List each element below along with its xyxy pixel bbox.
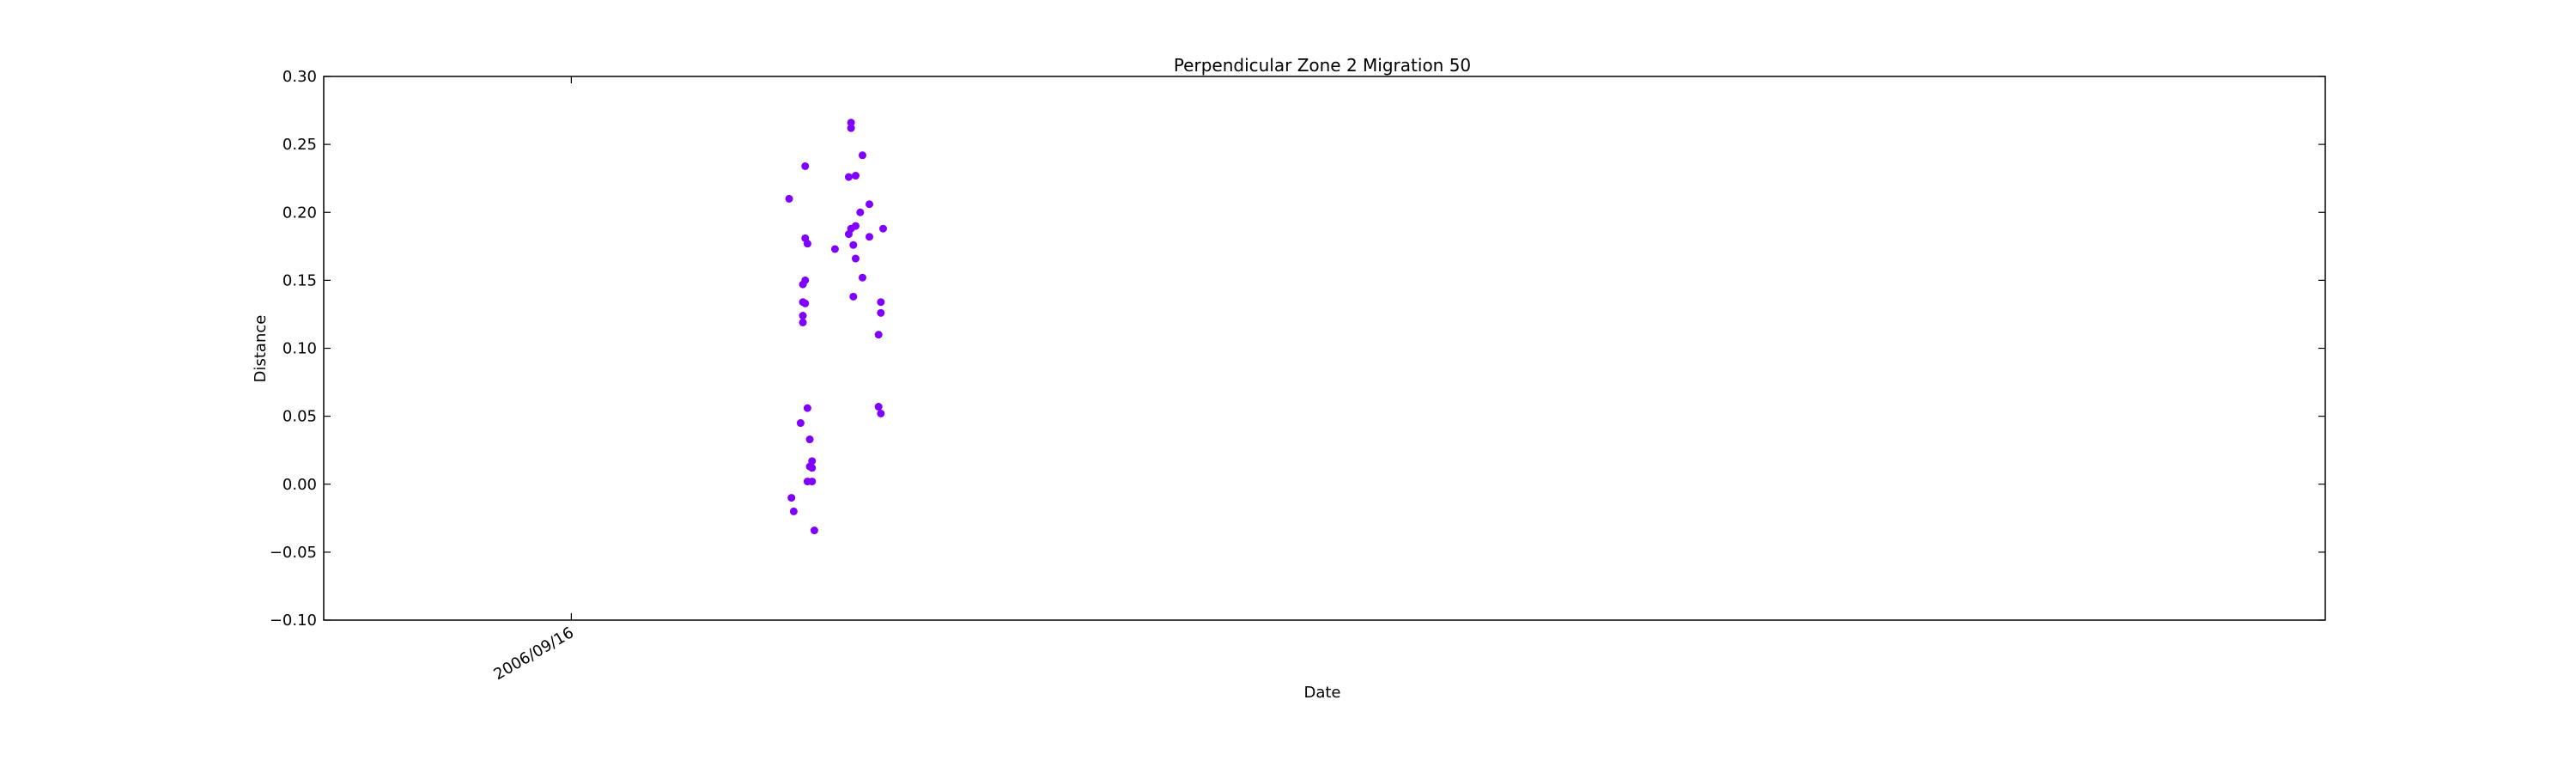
y-tick-label: −0.10 bbox=[270, 612, 317, 630]
y-tick-label: 0.20 bbox=[283, 204, 317, 222]
data-point bbox=[801, 161, 810, 170]
y-tick-label: −0.05 bbox=[270, 544, 317, 562]
data-point bbox=[851, 222, 860, 230]
data-point bbox=[810, 526, 818, 535]
data-point bbox=[865, 200, 873, 209]
data-point bbox=[808, 457, 817, 466]
y-axis-label: Distance bbox=[252, 315, 270, 383]
data-point bbox=[805, 435, 814, 444]
data-point bbox=[801, 276, 810, 284]
data-point bbox=[849, 240, 858, 249]
data-point bbox=[874, 331, 883, 339]
data-point bbox=[787, 494, 796, 502]
data-point bbox=[849, 292, 858, 301]
y-tick-label: 0.00 bbox=[283, 476, 317, 494]
data-point bbox=[844, 173, 853, 181]
data-point bbox=[785, 194, 793, 203]
data-point bbox=[808, 464, 817, 472]
data-point bbox=[830, 245, 839, 253]
data-point bbox=[847, 124, 855, 132]
data-point bbox=[877, 298, 885, 307]
y-tick-label: 0.05 bbox=[283, 408, 317, 426]
x-axis: 2006/09/16 bbox=[491, 76, 577, 684]
plot-area-frame bbox=[323, 76, 2326, 621]
data-point bbox=[808, 478, 817, 486]
x-axis-label: Date bbox=[1303, 684, 1340, 702]
data-point bbox=[856, 208, 865, 216]
data-point bbox=[847, 119, 855, 127]
data-point bbox=[865, 233, 873, 241]
data-point bbox=[858, 151, 866, 160]
data-point bbox=[877, 409, 885, 417]
y-tick-label: 0.30 bbox=[283, 68, 317, 86]
data-point bbox=[796, 419, 805, 428]
y-tick-label: 0.25 bbox=[283, 136, 317, 154]
data-point bbox=[789, 507, 798, 515]
data-point bbox=[874, 403, 883, 411]
data-point bbox=[879, 224, 888, 233]
data-point bbox=[851, 172, 860, 180]
y-tick-label: 0.10 bbox=[283, 340, 317, 358]
data-point bbox=[877, 308, 885, 317]
x-tick-label: 2006/09/16 bbox=[491, 624, 577, 684]
data-point bbox=[858, 273, 866, 282]
data-point bbox=[799, 318, 807, 326]
data-point bbox=[799, 312, 807, 320]
data-points bbox=[785, 119, 888, 535]
chart-title: Perpendicular Zone 2 Migration 50 bbox=[1174, 55, 1471, 76]
data-point bbox=[803, 240, 811, 248]
data-point bbox=[851, 254, 860, 263]
data-point bbox=[801, 299, 810, 307]
y-tick-label: 0.15 bbox=[283, 271, 317, 289]
data-point bbox=[803, 404, 811, 412]
y-axis: −0.10 −0.05 0.00 0.05 0.10 0.15 0.20 0.25 0.30 bbox=[270, 68, 2325, 630]
